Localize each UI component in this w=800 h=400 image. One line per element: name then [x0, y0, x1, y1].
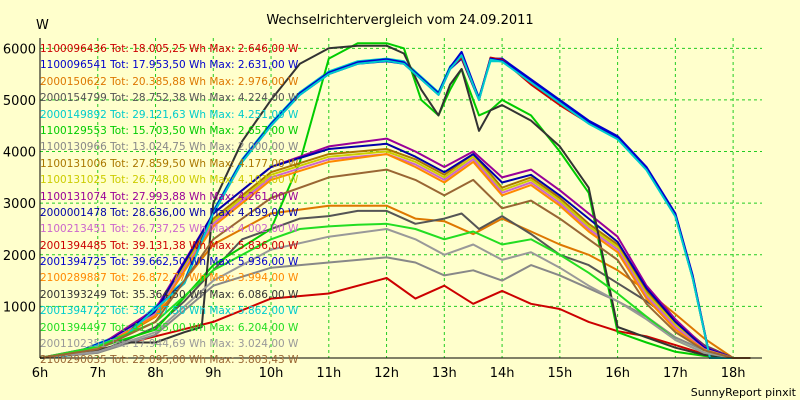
chart-title: Wechselrichtervergleich vom 24.09.2011 [266, 13, 533, 28]
legend-entry: 1100131074 Tot: 27.993,88 Wh Max: 4.261,… [40, 190, 299, 203]
legend-entry: 2000150622 Tot: 20.385,88 Wh Max: 2.976,… [40, 75, 299, 88]
x-tick-label: 7h [90, 366, 107, 381]
x-tick-label: 13h [432, 366, 457, 381]
series-line [39, 142, 751, 359]
series-line [39, 153, 751, 359]
plot-area [39, 42, 751, 359]
series-line [39, 42, 751, 359]
series-line [39, 228, 751, 359]
x-tick-label: 6h [32, 366, 49, 381]
series-line [39, 54, 751, 359]
legend-entry: 2001102351 Tot: 17.944,69 Wh Max: 3.024,… [40, 338, 299, 351]
series-line [39, 222, 751, 359]
series-line [39, 168, 751, 359]
legend-entry: 2000154799 Tot: 28.752,38 Wh Max: 4.224,… [40, 92, 299, 105]
series-line [39, 44, 751, 359]
y-tick-label: 2000 [3, 249, 36, 264]
legend-entry: 2001394722 Tot: 38.737,50 Wh Max: 5.862,… [40, 305, 299, 318]
legend-entry: 2001394485 Tot: 39.131,38 Wh Max: 5.836,… [40, 239, 299, 252]
x-tick-label: 16h [605, 366, 630, 381]
legend: 1100096436 Tot: 18.005,25 Wh Max: 2.646,… [40, 41, 298, 369]
y-tick-label: 3000 [3, 197, 36, 212]
axes: 6h 7h 8h 9h 10h 11h 12h 13h 14h 15h 16h 17h 18h 1000 2… [3, 13, 797, 399]
legend-entry: 1100131025 Tot: 26.748,00 Wh Max: 4.107,… [40, 174, 299, 187]
legend-entry: 1100129553 Tot: 15.703,50 Wh Max: 2.657,… [40, 124, 299, 137]
x-tick-label: 10h [259, 366, 284, 381]
legend-entry: 1100131006 Tot: 27.859,50 Wh Max: 4.177,… [40, 157, 299, 170]
series-line [39, 277, 751, 359]
legend-entry: 2100290035 Tot: 22.095,00 Wh Max: 3.803,… [40, 354, 299, 367]
x-tick-label: 9h [205, 366, 222, 381]
legend-entry: 2100289887 Tot: 26.872,77 Wh Max: 3.994,… [40, 272, 299, 285]
legend-entry: 1100096436 Tot: 18.005,25 Wh Max: 2.646,… [40, 43, 299, 55]
footer-credit: SunnyReport pinxit [691, 386, 797, 399]
series-line [39, 153, 751, 359]
legend-entry: 1100213451 Tot: 26.737,25 Wh Max: 4.002,… [40, 223, 299, 236]
legend-entry: 2001393249 Tot: 35.364,50 Wh Max: 6.086,… [40, 288, 299, 301]
x-tick-label: 12h [374, 366, 399, 381]
x-tick-label: 8h [147, 366, 164, 381]
series-line [39, 204, 751, 359]
x-tick-label: 15h [547, 366, 572, 381]
y-tick-label: 6000 [3, 42, 36, 57]
legend-entry: 1100096541 Tot: 17.953,50 Wh Max: 2.631,… [40, 59, 299, 72]
legend-entry: 2000149892 Tot: 29.121,63 Wh Max: 4.251,… [40, 108, 299, 121]
series-line [39, 150, 751, 359]
x-tick-label: 18h [721, 366, 746, 381]
x-tick-label: 17h [663, 366, 688, 381]
x-tick-label: 11h [316, 366, 341, 381]
series-line [39, 256, 751, 359]
y-axis-label: W [36, 18, 49, 33]
y-tick-label: 1000 [3, 300, 36, 315]
legend-entry: 2001394725 Tot: 39.662,50 Wh Max: 5.936,… [40, 256, 299, 269]
x-tick-label: 14h [490, 366, 515, 381]
y-tick-label: 4000 [3, 146, 36, 161]
legend-entry: 2000001478 Tot: 28.636,00 Wh Max: 4.199,… [40, 206, 299, 219]
legend-entry: 2001394497 Tot: 41.135,00 Wh Max: 6.204,… [40, 321, 299, 334]
y-tick-label: 5000 [3, 94, 36, 109]
legend-entry: 1100130966 Tot: 13.024,75 Wh Max: 2.000,… [40, 141, 299, 154]
